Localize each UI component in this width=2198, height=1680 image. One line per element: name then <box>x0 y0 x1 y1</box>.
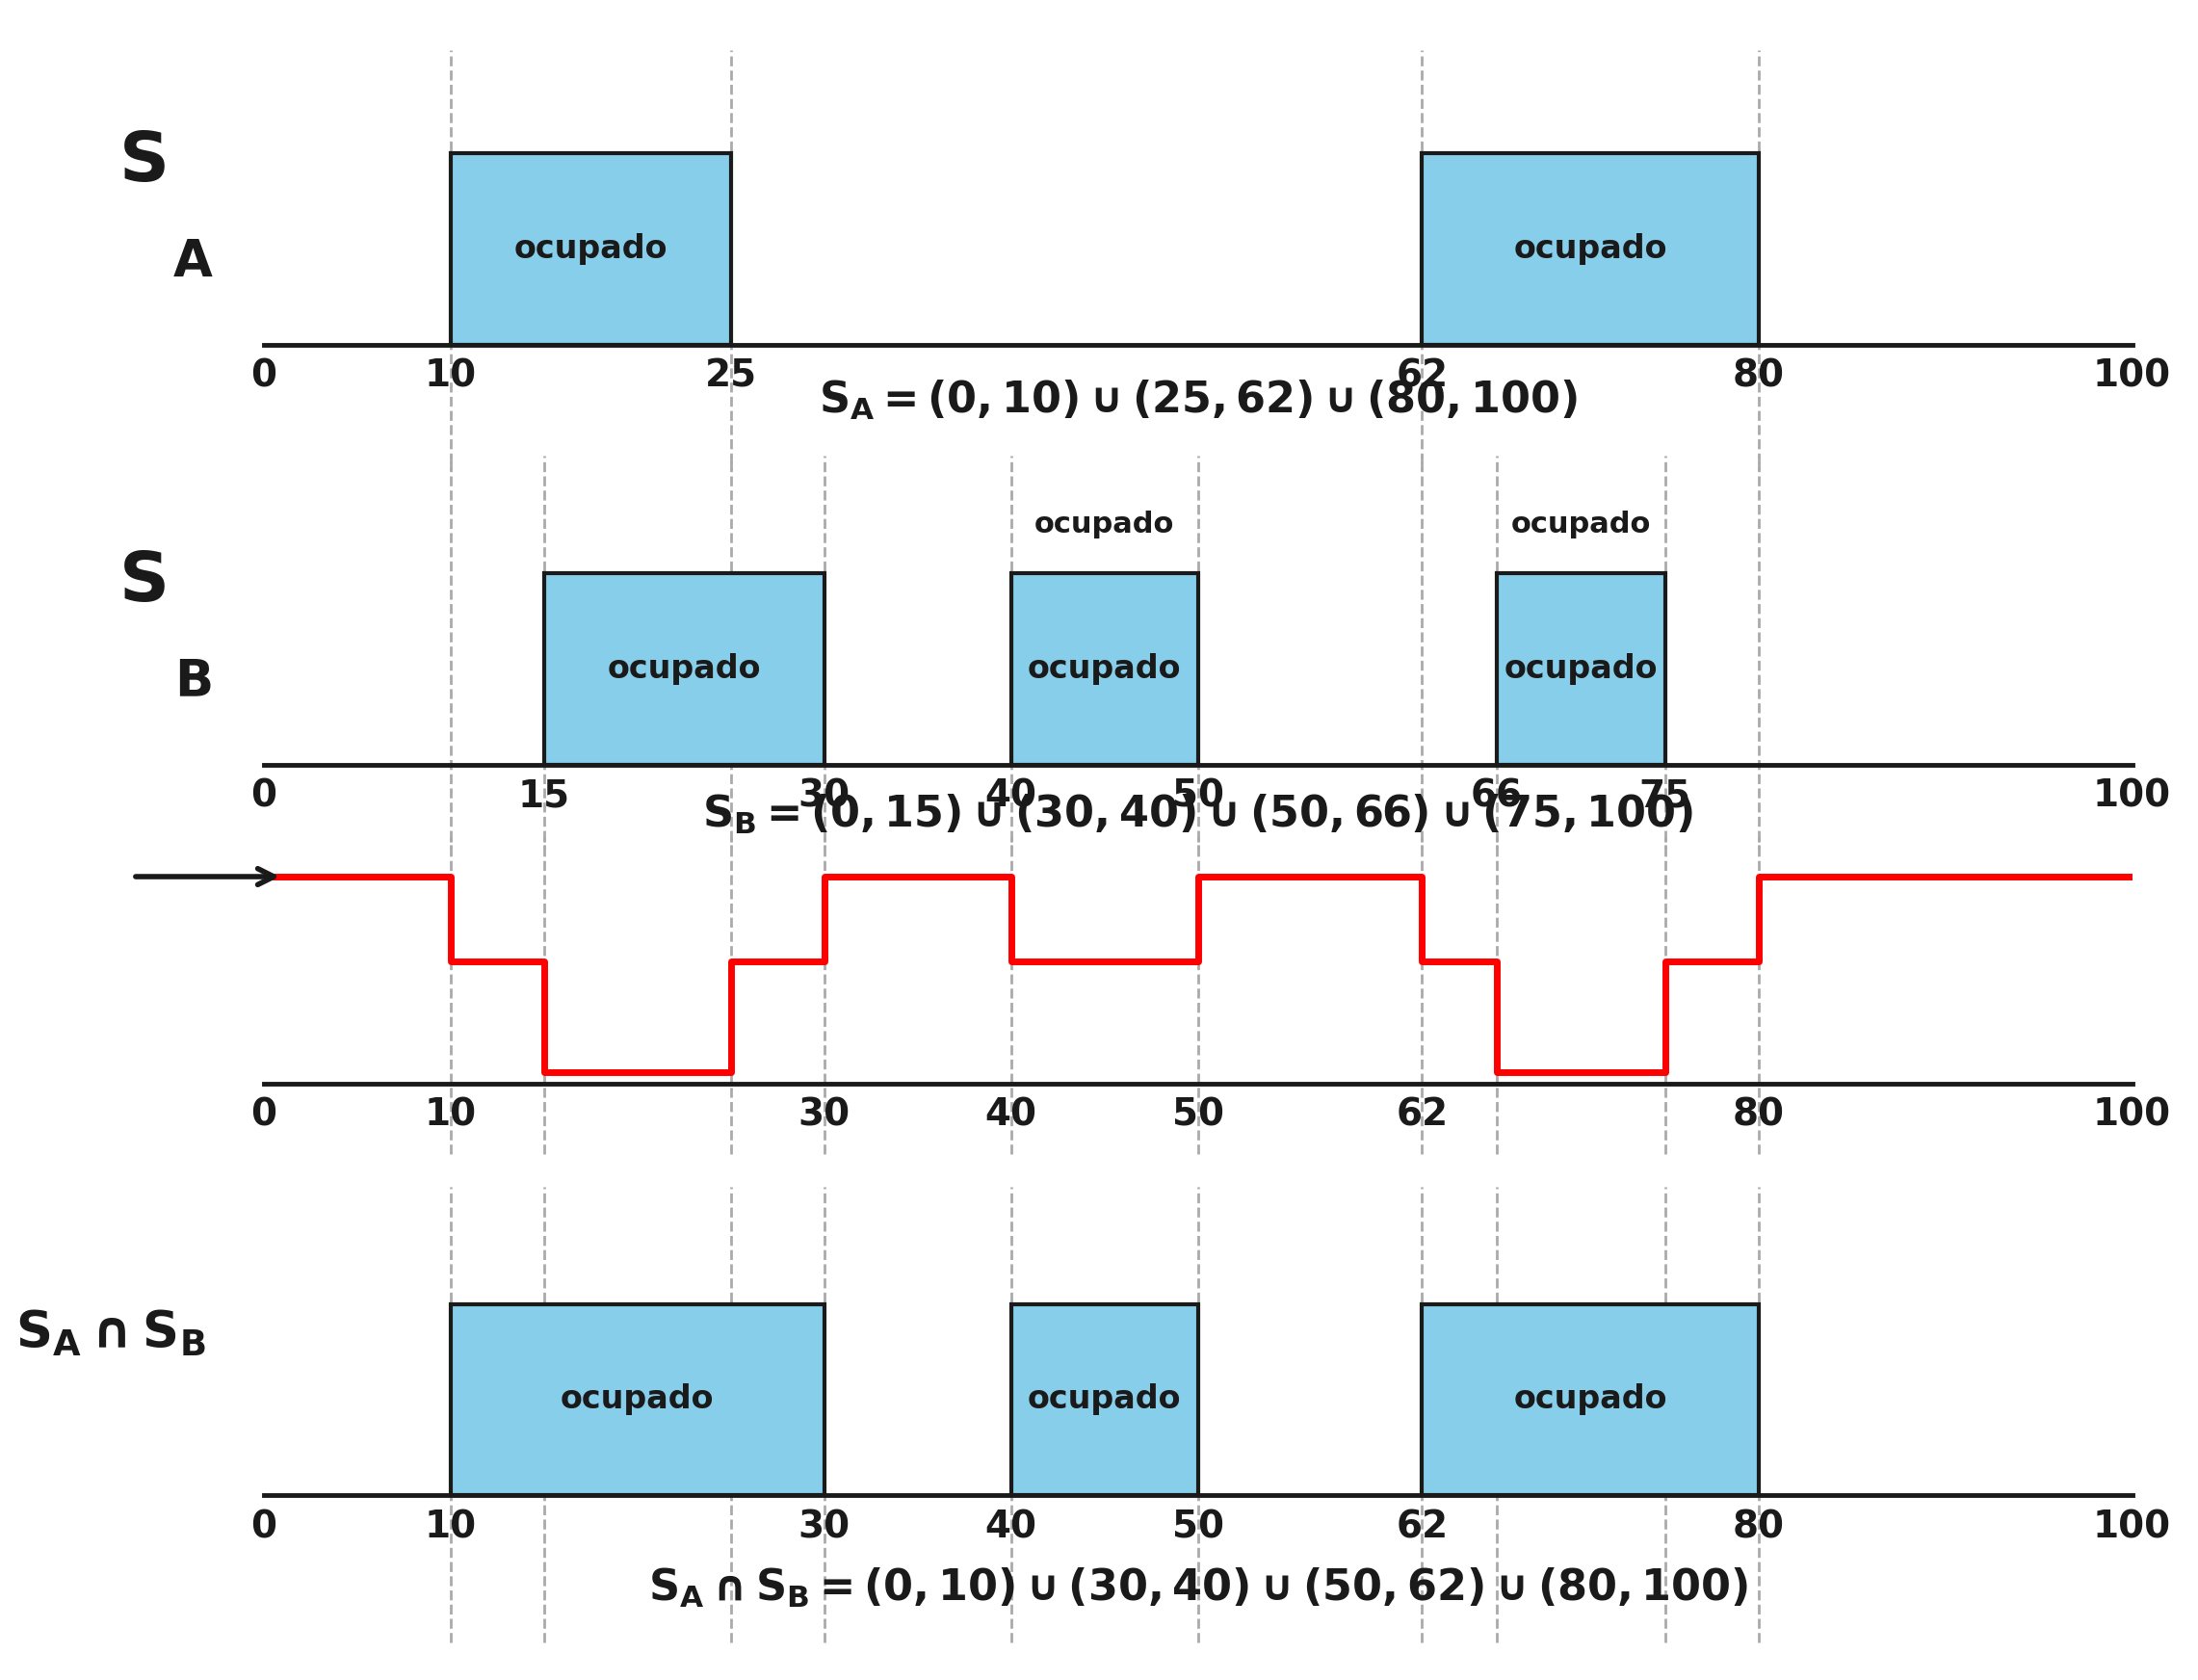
Text: ocupado: ocupado <box>1029 654 1180 685</box>
Text: $\mathbf{S_B=(0,15)\cup(30,40)\cup(50,66)\cup(75,100)}$: $\mathbf{S_B=(0,15)\cup(30,40)\cup(50,66… <box>703 793 1692 837</box>
Bar <box>545 573 824 764</box>
Bar <box>1422 153 1758 344</box>
Text: ocupado: ocupado <box>560 1384 714 1416</box>
Text: ocupado: ocupado <box>514 234 668 265</box>
Text: ocupado: ocupado <box>1514 234 1666 265</box>
Text: $\mathbf{S_A=(0,10)\cup(25,62)\cup(80,100)}$: $\mathbf{S_A=(0,10)\cup(25,62)\cup(80,10… <box>818 378 1578 422</box>
Bar <box>451 153 732 344</box>
Text: $\mathbf{S}$: $\mathbf{S}$ <box>119 549 165 615</box>
Text: ocupado: ocupado <box>607 654 761 685</box>
Text: $\mathbf{A}$: $\mathbf{A}$ <box>171 237 213 287</box>
Bar <box>1422 1304 1758 1495</box>
Text: $\mathbf{S_A\cap S_B}$: $\mathbf{S_A\cap S_B}$ <box>15 1309 207 1359</box>
Bar <box>451 1304 824 1495</box>
Bar <box>1497 573 1666 764</box>
Text: ocupado: ocupado <box>1510 511 1651 538</box>
Bar <box>1011 573 1198 764</box>
Text: ocupado: ocupado <box>1035 511 1174 538</box>
Text: $\mathbf{B}$: $\mathbf{B}$ <box>174 657 211 707</box>
Text: $\mathbf{S_A\cap S_B=(0,10)\cup(30,40)\cup(50,62)\cup(80,100)}$: $\mathbf{S_A\cap S_B=(0,10)\cup(30,40)\c… <box>648 1566 1747 1609</box>
Text: ocupado: ocupado <box>1029 1384 1180 1416</box>
Bar <box>1011 1304 1198 1495</box>
Text: $\mathbf{S}$: $\mathbf{S}$ <box>119 129 165 195</box>
Text: ocupado: ocupado <box>1514 1384 1666 1416</box>
Text: ocupado: ocupado <box>1503 654 1657 685</box>
